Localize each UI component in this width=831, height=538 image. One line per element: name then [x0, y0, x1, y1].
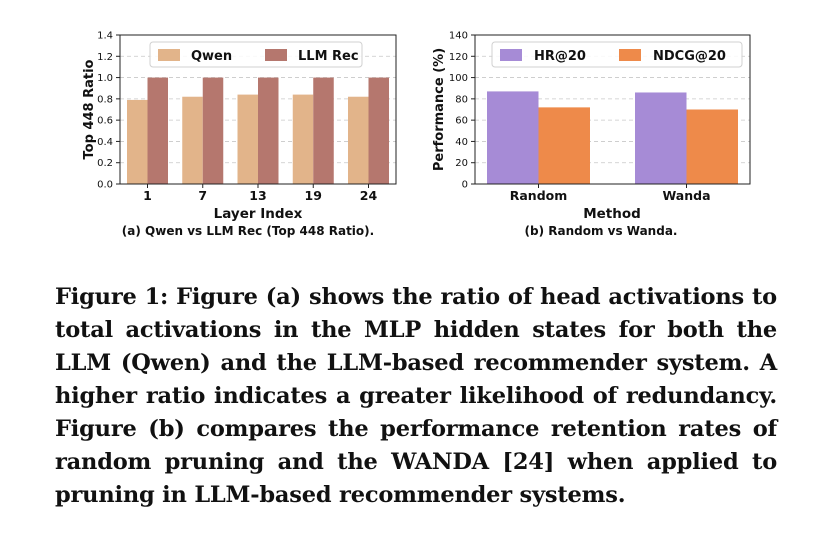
- y-tick-label: 1.4: [97, 31, 113, 42]
- y-tick-label: 80: [455, 94, 468, 105]
- y-tick-label: 60: [455, 116, 468, 127]
- bar-ndcg20-random: [538, 107, 590, 184]
- bar-hr20-wanda: [635, 92, 687, 184]
- y-tick-label: 120: [449, 52, 468, 63]
- y-tick-label: 140: [449, 31, 468, 42]
- chart-b-subcaption: (b) Random vs Wanda.: [525, 224, 678, 238]
- x-tick-label: 7: [198, 188, 207, 203]
- chart-b-yticks: 0 20 40 60 80 100 120 140: [449, 31, 475, 191]
- chart-a-legend-box: [149, 41, 363, 68]
- chart-b-xticks: Random Wanda: [510, 184, 711, 203]
- chart-b-legend-swatch-ndcg20: [619, 49, 641, 61]
- bar-hr20-random: [487, 91, 539, 184]
- chart-a-legend-swatch-llmrec: [265, 49, 287, 61]
- y-tick-label: 100: [449, 73, 468, 84]
- figure: 0.0 0.2 0.4 0.6 0.8 1.0 1.2 1.4 1 7 13 19 24 Top 44…: [82, 31, 751, 238]
- bar-qwen-7: [182, 96, 203, 184]
- bar-llmrec-7: [202, 77, 224, 184]
- x-tick-label: 24: [360, 188, 378, 203]
- y-tick-label: 1.2: [97, 52, 113, 63]
- chart-a-xlabel: Layer Index: [214, 206, 303, 222]
- y-tick-label: 0.6: [97, 116, 113, 127]
- chart-b-frame: [474, 34, 751, 185]
- x-tick-label: 1: [143, 188, 152, 203]
- bar-llmrec-19: [313, 77, 334, 184]
- figure-caption: Figure 1: Figure (a) shows the ratio of …: [55, 284, 777, 508]
- x-tick-label: 13: [249, 188, 266, 203]
- x-tick-label: Wanda: [662, 188, 710, 203]
- chart-a-legend-label-llmrec: LLM Rec: [298, 49, 359, 64]
- x-tick-label: 19: [305, 188, 322, 203]
- chart-b-bars: [487, 91, 738, 184]
- chart-a-ylabel: Top 448 Ratio: [82, 59, 97, 159]
- chart-b-xlabel: Method: [583, 206, 641, 222]
- chart-b-legend-label-hr20: HR@20: [534, 49, 586, 64]
- chart-b-legend-box: [491, 41, 743, 68]
- bar-qwen-13: [237, 94, 258, 184]
- chart-a-legend-label-qwen: Qwen: [191, 49, 232, 64]
- chart-b-legend-label-ndcg20: NDCG@20: [653, 49, 726, 64]
- bar-llmrec-1: [147, 77, 168, 184]
- bar-qwen-1: [127, 99, 148, 184]
- chart-a-subcaption: (a) Qwen vs LLM Rec (Top 448 Ratio).: [122, 224, 374, 238]
- y-tick-label: 0.4: [97, 137, 113, 148]
- bar-ndcg20-wanda: [686, 109, 738, 184]
- chart-b-legend-swatch-hr20: [500, 49, 522, 61]
- y-tick-label: 40: [455, 137, 468, 148]
- y-tick-label: 0.0: [97, 180, 113, 191]
- y-tick-label: 0.2: [97, 158, 113, 169]
- x-tick-label: Random: [510, 188, 568, 203]
- y-tick-label: 0: [462, 180, 468, 191]
- y-tick-label: 1.0: [97, 73, 113, 84]
- bar-llmrec-24: [368, 77, 389, 184]
- bar-qwen-19: [292, 94, 314, 184]
- chart-a-legend: Qwen LLM Rec: [149, 41, 363, 68]
- y-tick-label: 20: [455, 158, 468, 169]
- chart-a-bars: [127, 77, 389, 184]
- chart-b-legend: HR@20 NDCG@20: [491, 41, 743, 68]
- chart-a-yticks: 0.0 0.2 0.4 0.6 0.8 1.0 1.2 1.4: [97, 31, 120, 191]
- chart-a-xticks: 1 7 13 19 24: [143, 184, 377, 203]
- bar-qwen-24: [348, 96, 369, 184]
- y-tick-label: 0.8: [97, 94, 113, 105]
- bar-llmrec-13: [258, 77, 279, 184]
- chart-a: 0.0 0.2 0.4 0.6 0.8 1.0 1.2 1.4 1 7 13 19 24 Top 44…: [82, 31, 397, 238]
- chart-a-legend-swatch-qwen: [158, 49, 180, 61]
- chart-b: 0 20 40 60 80 100 120 140 Random Wanda Performan…: [432, 31, 751, 238]
- chart-b-ylabel: Performance (%): [432, 48, 447, 171]
